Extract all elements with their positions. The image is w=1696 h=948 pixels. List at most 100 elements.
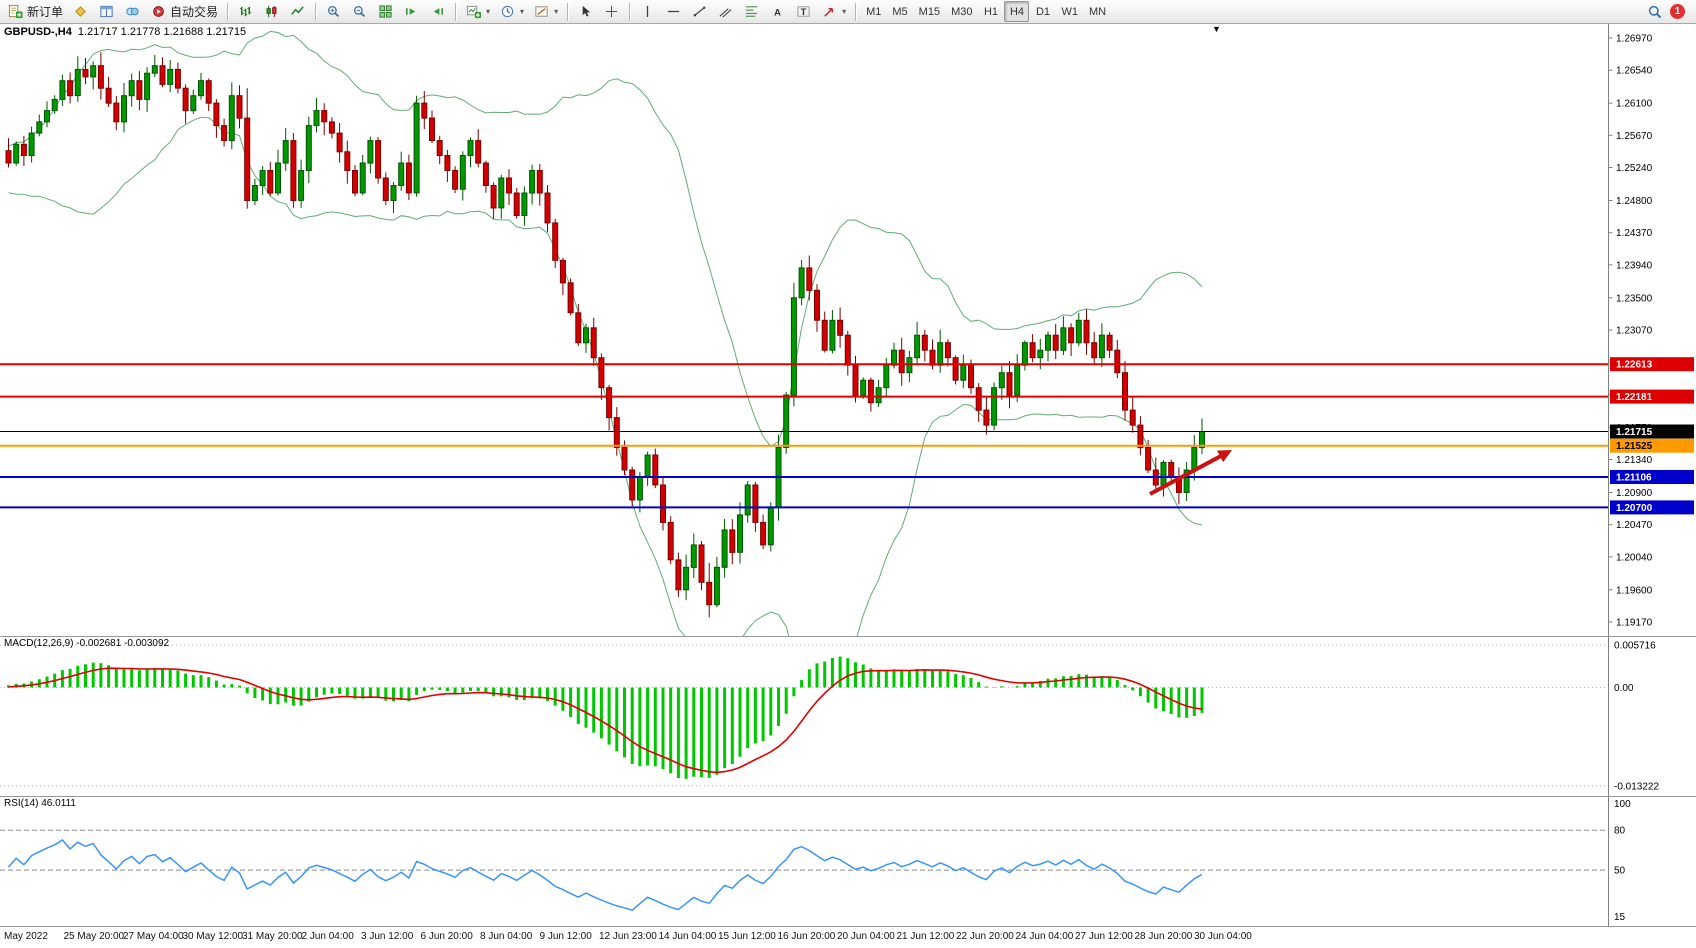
price-chart-canvas[interactable]: 1.26970 1.26540 1.26100 1.25670 1.25240 1.248… — [0, 24, 1696, 636]
timeframe-mn[interactable]: MN — [1084, 1, 1111, 22]
candlestick-chart-icon — [263, 4, 280, 20]
chevron-down-icon: ▾ — [554, 7, 559, 16]
symbols-button[interactable] — [68, 1, 93, 22]
horizontal-level-lines[interactable] — [0, 363, 1608, 509]
svg-text:1.25670: 1.25670 — [1616, 131, 1653, 142]
fibonacci-button[interactable] — [739, 1, 764, 22]
tile-windows-button[interactable] — [373, 1, 398, 22]
price-marker-boxes: 1.22613 1.22181 1.21715 1.21525 1.21106 1.207… — [1610, 357, 1694, 515]
zoom-out-icon — [351, 4, 368, 20]
vertical-line-icon — [639, 4, 656, 20]
macd-canvas[interactable]: 0.005716 0.00 -0.013222 — [0, 637, 1696, 796]
rsi-canvas[interactable]: 100 80 50 15 — [0, 797, 1696, 926]
cursor-button[interactable] — [573, 1, 598, 22]
chart-shift-marker[interactable]: ▼ — [1212, 24, 1221, 34]
toolbar-separator — [629, 2, 631, 21]
time-label: 30 Jun 04:00 — [1194, 931, 1252, 942]
timeframe-m5[interactable]: M5 — [887, 1, 912, 22]
chart-shift-icon — [429, 4, 446, 20]
time-label: 31 May 20:00 — [242, 931, 303, 942]
price-chart-panel: 1.26970 1.26540 1.26100 1.25670 1.25240 1.248… — [0, 24, 1696, 636]
templates-button[interactable]: ▾ — [529, 1, 562, 22]
new-chart-button[interactable]: ▾ — [461, 1, 494, 22]
svg-text:1.22181: 1.22181 — [1616, 392, 1653, 403]
timeframe-m15[interactable]: M15 — [914, 1, 945, 22]
svg-text:1.22613: 1.22613 — [1616, 360, 1653, 371]
svg-text:1.26540: 1.26540 — [1616, 66, 1653, 77]
rsi-line — [7, 839, 1203, 912]
time-label: 25 May 20:00 — [63, 931, 125, 942]
svg-text:100: 100 — [1614, 799, 1631, 810]
time-label: May 2022 — [4, 931, 48, 942]
auto-trading-button[interactable]: 自动交易 — [146, 1, 222, 22]
svg-text:1.20040: 1.20040 — [1616, 552, 1653, 563]
equidistant-channel-button[interactable] — [713, 1, 738, 22]
chevron-down-icon: ▾ — [486, 7, 491, 16]
trend-line-icon — [691, 4, 708, 20]
trend-arrow-annotation[interactable] — [1149, 450, 1232, 496]
time-label: 2 Jun 04:00 — [301, 931, 354, 942]
svg-text:1.23070: 1.23070 — [1616, 326, 1653, 337]
svg-text:1.26970: 1.26970 — [1616, 34, 1653, 45]
arrows-button[interactable]: ▾ — [817, 1, 850, 22]
svg-text:1.21525: 1.21525 — [1616, 441, 1653, 452]
svg-text:1.26100: 1.26100 — [1616, 99, 1653, 110]
svg-text:1.21715: 1.21715 — [1616, 427, 1653, 438]
data-window-icon — [124, 4, 141, 20]
svg-text:50: 50 — [1614, 866, 1626, 877]
crosshair-button[interactable] — [599, 1, 624, 22]
trend-line-button[interactable] — [687, 1, 712, 22]
timeframe-h1[interactable]: H1 — [978, 1, 1003, 22]
svg-text:0.00: 0.00 — [1614, 683, 1634, 694]
crosshair-icon — [603, 4, 620, 20]
toolbar-right: 1 — [1646, 4, 1693, 20]
toolbar-buttons: 新订单 自动交易 ▾ ▾ ▾ A T ▾ M1 M5 M15 M30 H1 H4 D1 W1 MN — [3, 1, 1111, 22]
candlesticks — [5, 52, 1205, 618]
chart-shift-button[interactable] — [425, 1, 450, 22]
text-label-button[interactable]: T — [791, 1, 816, 22]
new-order-button[interactable]: 新订单 — [3, 1, 67, 22]
time-axis[interactable]: May 2022 25 May 20:00 27 May 04:00 30 May 1… — [0, 926, 1696, 948]
auto-scroll-button[interactable] — [399, 1, 424, 22]
market-watch-icon — [98, 4, 115, 20]
horizontal-line-icon — [665, 4, 682, 20]
line-chart-button[interactable] — [285, 1, 310, 22]
svg-text:1.21340: 1.21340 — [1616, 455, 1653, 466]
notification-badge[interactable]: 1 — [1670, 4, 1685, 19]
time-label: 3 Jun 12:00 — [361, 931, 414, 942]
auto-trading-icon — [150, 4, 167, 20]
horizontal-line-button[interactable] — [661, 1, 686, 22]
bar-chart-button[interactable] — [233, 1, 258, 22]
chevron-down-icon: ▾ — [520, 7, 525, 16]
time-label: 30 May 12:00 — [182, 931, 244, 942]
data-window-button[interactable] — [120, 1, 145, 22]
rsi-indicator-panel: 100 80 50 15 RSI(14) 46.0111 — [0, 796, 1696, 926]
price-axis-ticks: 1.26970 1.26540 1.26100 1.25670 1.25240 1.248… — [1608, 34, 1653, 629]
toolbar-separator — [567, 2, 569, 21]
timeframe-w1[interactable]: W1 — [1056, 1, 1083, 22]
timeframe-h4[interactable]: H4 — [1004, 1, 1030, 22]
time-label: 12 Jun 23:00 — [599, 931, 657, 942]
periods-button[interactable]: ▾ — [495, 1, 528, 22]
zoom-out-button[interactable] — [347, 1, 372, 22]
auto-trading-button-label: 自动交易 — [170, 5, 219, 19]
zoom-in-button[interactable] — [321, 1, 346, 22]
timeframe-m1[interactable]: M1 — [861, 1, 886, 22]
search-icon[interactable] — [1646, 4, 1663, 20]
timeframe-d1[interactable]: D1 — [1030, 1, 1055, 22]
market-watch-button[interactable] — [94, 1, 119, 22]
svg-text:1.24800: 1.24800 — [1616, 196, 1653, 207]
candlestick-chart-button[interactable] — [259, 1, 284, 22]
rsi-label: RSI(14) 46.0111 — [4, 798, 76, 809]
time-label: 8 Jun 04:00 — [480, 931, 533, 942]
svg-text:1.19600: 1.19600 — [1616, 585, 1653, 596]
symbols-icon — [72, 4, 89, 20]
text-label-icon: T — [795, 4, 812, 20]
auto-scroll-icon — [403, 4, 420, 20]
vertical-line-button[interactable] — [635, 1, 660, 22]
svg-text:1.20700: 1.20700 — [1616, 503, 1653, 514]
text-button[interactable]: A — [765, 1, 790, 22]
time-label: 14 Jun 04:00 — [658, 931, 717, 942]
cursor-icon — [577, 4, 594, 20]
timeframe-m30[interactable]: M30 — [946, 1, 977, 22]
